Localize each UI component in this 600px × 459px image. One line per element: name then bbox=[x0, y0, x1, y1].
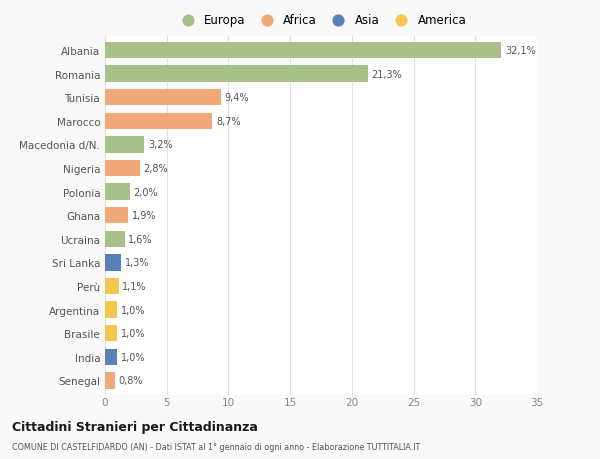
Bar bbox=[105, 325, 118, 342]
Bar bbox=[105, 184, 130, 201]
Bar bbox=[105, 349, 118, 365]
Text: COMUNE DI CASTELFIDARDO (AN) - Dati ISTAT al 1° gennaio di ogni anno - Elaborazi: COMUNE DI CASTELFIDARDO (AN) - Dati ISTA… bbox=[12, 442, 420, 451]
Text: 1,1%: 1,1% bbox=[122, 281, 147, 291]
Text: 21,3%: 21,3% bbox=[371, 69, 403, 79]
Text: 8,7%: 8,7% bbox=[216, 117, 241, 127]
Bar bbox=[105, 302, 118, 318]
Text: 32,1%: 32,1% bbox=[505, 46, 536, 56]
Text: 2,0%: 2,0% bbox=[133, 187, 158, 197]
Bar bbox=[105, 66, 368, 83]
Bar bbox=[105, 207, 128, 224]
Text: 1,0%: 1,0% bbox=[121, 329, 146, 338]
Text: 1,9%: 1,9% bbox=[132, 211, 157, 221]
Text: 2,8%: 2,8% bbox=[143, 163, 168, 174]
Text: 1,3%: 1,3% bbox=[125, 258, 149, 268]
Bar bbox=[105, 160, 140, 177]
Text: 1,0%: 1,0% bbox=[121, 305, 146, 315]
Text: 1,6%: 1,6% bbox=[128, 234, 153, 244]
Legend: Europa, Africa, Asia, America: Europa, Africa, Asia, America bbox=[176, 14, 466, 27]
Bar bbox=[105, 231, 125, 247]
Bar bbox=[105, 113, 212, 130]
Bar bbox=[105, 137, 145, 153]
Bar bbox=[105, 372, 115, 389]
Text: Cittadini Stranieri per Cittadinanza: Cittadini Stranieri per Cittadinanza bbox=[12, 420, 258, 433]
Bar bbox=[105, 255, 121, 271]
Text: 9,4%: 9,4% bbox=[225, 93, 249, 103]
Bar bbox=[105, 90, 221, 106]
Text: 3,2%: 3,2% bbox=[148, 140, 173, 150]
Bar bbox=[105, 278, 119, 295]
Text: 1,0%: 1,0% bbox=[121, 352, 146, 362]
Bar bbox=[105, 43, 501, 59]
Text: 0,8%: 0,8% bbox=[119, 375, 143, 386]
